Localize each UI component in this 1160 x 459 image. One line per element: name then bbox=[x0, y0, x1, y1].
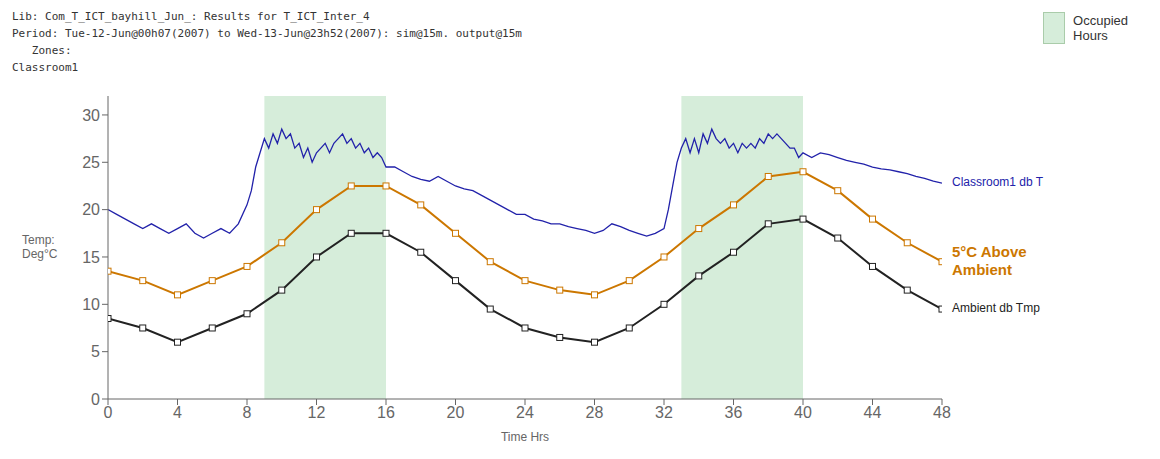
svg-text:5: 5 bbox=[91, 343, 100, 360]
svg-text:Classroom1 db T: Classroom1 db T bbox=[952, 175, 1044, 189]
svg-text:30: 30 bbox=[82, 107, 100, 124]
html-text:Classroom1: Classroom1 bbox=[12, 61, 79, 74]
svg-text:44: 44 bbox=[864, 404, 882, 421]
svg-text:15: 15 bbox=[82, 249, 100, 266]
svg-text:4: 4 bbox=[173, 404, 182, 421]
svg-text:Time Hrs: Time Hrs bbox=[501, 430, 549, 444]
svg-text:20: 20 bbox=[82, 201, 100, 218]
svg-text:8: 8 bbox=[243, 404, 252, 421]
svg-text:20: 20 bbox=[447, 404, 465, 421]
svg-text:0: 0 bbox=[104, 404, 113, 421]
svg-text:10: 10 bbox=[82, 296, 100, 313]
html-text:Lib: Com_T_ICT_bayhill_Jun_: R: Lib: Com_T_ICT_bayhill_Jun_: Results for… bbox=[12, 10, 370, 23]
svg-text:24: 24 bbox=[516, 404, 534, 421]
svg-text:48: 48 bbox=[933, 404, 951, 421]
svg-text:25: 25 bbox=[82, 154, 100, 171]
html-text:Period: Tue-12-Jun@00h07(2007): Period: Tue-12-Jun@00h07(2007) to Wed-13… bbox=[12, 27, 522, 40]
svg-text:28: 28 bbox=[586, 404, 604, 421]
svg-text:12: 12 bbox=[308, 404, 326, 421]
svg-text:Ambient db Tmp: Ambient db Tmp bbox=[952, 301, 1040, 315]
html-text:Zones:: Zones: bbox=[12, 44, 72, 57]
svg-text:36: 36 bbox=[725, 404, 743, 421]
svg-text:5°C AboveAmbient: 5°C AboveAmbient bbox=[952, 243, 1027, 278]
svg-text:0: 0 bbox=[91, 391, 100, 408]
html-text:Hours: Hours bbox=[1073, 28, 1108, 43]
svg-text:40: 40 bbox=[794, 404, 812, 421]
svg-text:16: 16 bbox=[377, 404, 395, 421]
html-text:Occupied: Occupied bbox=[1073, 13, 1128, 28]
svg-text:32: 32 bbox=[655, 404, 673, 421]
svg-text:Temp:Deg°C: Temp:Deg°C bbox=[22, 233, 58, 261]
